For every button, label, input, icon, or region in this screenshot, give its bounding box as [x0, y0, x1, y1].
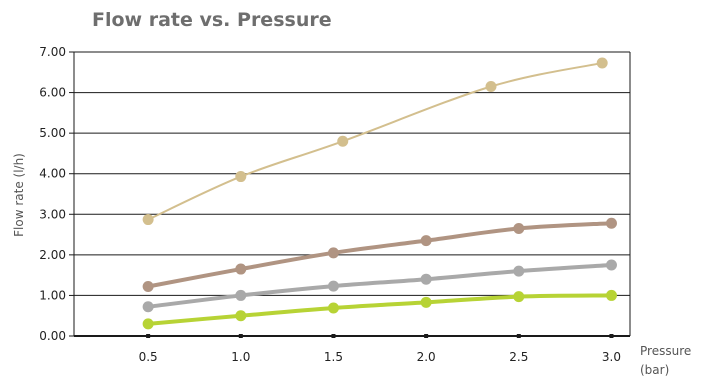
series-2-line: [146, 221, 614, 289]
x-tick-mark-5: [609, 334, 614, 338]
series-3-line: [146, 263, 614, 309]
series-2-point-1: [142, 281, 154, 293]
x-tick-label: 1.0: [231, 350, 250, 364]
series-3-point-4: [420, 273, 432, 285]
series-group: [142, 57, 617, 330]
series-3-point-5: [513, 265, 525, 277]
y-tick-label: 1.00: [39, 288, 66, 302]
series-3-point-1: [142, 301, 154, 313]
x-tick-label: 0.5: [139, 350, 158, 364]
x-tick-mark-1: [238, 334, 243, 338]
x-tick-mark-0: [146, 334, 151, 338]
gridlines: [74, 51, 630, 337]
x-tick-mark-4: [516, 334, 521, 338]
series-4-point-1: [142, 318, 154, 330]
series-2-point-5: [513, 222, 525, 234]
x-tick-label: 2.5: [509, 350, 528, 364]
x-tick-label: 1.5: [324, 350, 343, 364]
series-1-point-1: [142, 214, 154, 226]
series-2-point-4: [420, 235, 432, 247]
x-tick-label: 3.0: [602, 350, 621, 364]
series-4-point-5: [513, 291, 525, 303]
series-4-line: [146, 293, 614, 326]
x-axis-title-line-2: (bar): [640, 363, 669, 377]
chart-title: Flow rate vs. Pressure: [92, 9, 332, 31]
series-3-point-6: [605, 259, 617, 271]
series-1-point-4: [485, 80, 497, 92]
y-tick-label: 4.00: [39, 167, 66, 181]
y-axis-title: Flow rate (l/h): [12, 153, 26, 237]
x-tick-mark-3: [424, 334, 429, 338]
x-tick-mark-2: [331, 334, 336, 338]
series-4-point-4: [420, 296, 432, 308]
series-2-point-6: [605, 217, 617, 229]
axes: [73, 52, 631, 337]
series-3-point-3: [327, 280, 339, 292]
series-3-point-2: [235, 289, 247, 301]
series-2-point-3: [327, 247, 339, 259]
series-2-point-2: [235, 263, 247, 275]
series-4-point-6: [605, 289, 617, 301]
series-1-line: [147, 61, 604, 221]
y-tick-label: 0.00: [39, 329, 66, 343]
x-axis-title-line-1: Pressure: [640, 344, 691, 358]
x-tick-label: 2.0: [417, 350, 436, 364]
series-4-point-3: [327, 302, 339, 314]
series-1-point-3: [337, 135, 349, 147]
y-tick-label: 3.00: [39, 207, 66, 221]
y-axis-ticks: 0.00 1.00 2.00 3.00 4.00 5.00 6.00 7.00: [39, 45, 74, 343]
series-1-point-5: [596, 57, 608, 69]
y-tick-label: 6.00: [39, 86, 66, 100]
series-4-point-2: [235, 310, 247, 322]
y-tick-label: 5.00: [39, 126, 66, 140]
x-axis-ticks: 0.5 1.0 1.5 2.0 2.5 3.0: [139, 334, 621, 364]
y-tick-label: 2.00: [39, 248, 66, 262]
series-1-point-2: [235, 171, 247, 183]
y-tick-label: 7.00: [39, 45, 66, 59]
